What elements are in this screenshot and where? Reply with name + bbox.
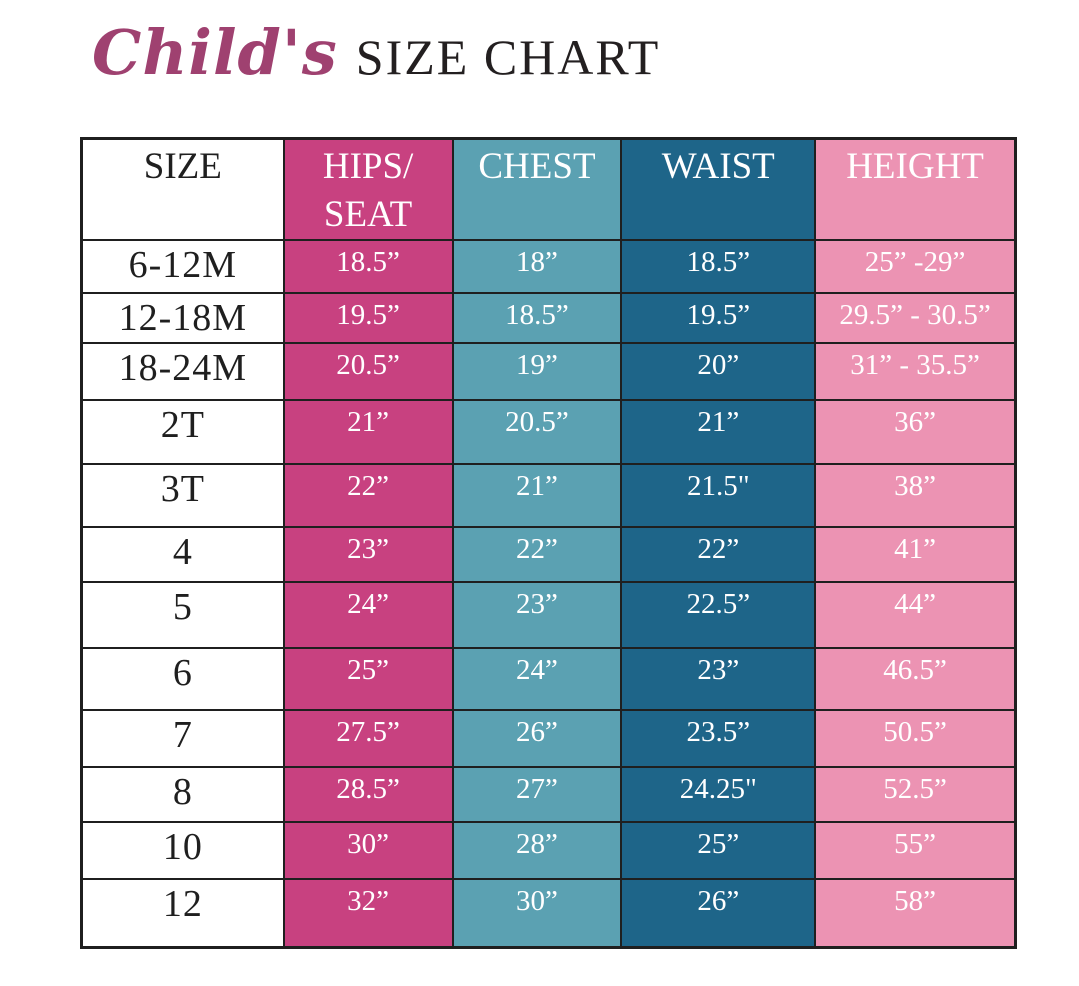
- column-header-height: HEIGHT: [814, 137, 1017, 242]
- table-row: 6 25” 24” 23” 46.5”: [80, 647, 1017, 712]
- size-label: 10: [80, 821, 285, 881]
- cell-hips-seat: 32”: [282, 878, 454, 949]
- cell-waist: 22.5”: [620, 581, 817, 650]
- size-label: 12: [80, 878, 285, 949]
- size-label: 7: [80, 709, 285, 769]
- cell-height: 46.5”: [814, 647, 1017, 712]
- cell-height: 36”: [814, 399, 1017, 466]
- cell-chest: 30”: [451, 878, 623, 949]
- table-row: 4 23” 22” 22” 41”: [80, 526, 1017, 584]
- cell-hips-seat: 25”: [282, 647, 454, 712]
- size-label: 2T: [80, 399, 285, 466]
- column-header-label: WAIST: [661, 146, 775, 187]
- cell-hips-seat: 27.5”: [282, 709, 454, 769]
- table-row: 3T 22” 21” 21.5" 38”: [80, 463, 1017, 529]
- size-chart-body: 6-12M 18.5” 18” 18.5” 25” -29” 12-18M 19.5” 18.…: [80, 239, 1017, 949]
- column-header-hips-seat: HIPS/SEAT: [282, 137, 454, 242]
- cell-chest: 23”: [451, 581, 623, 650]
- cell-waist: 22”: [620, 526, 817, 584]
- column-header-label: SIZE: [143, 146, 222, 187]
- cell-waist: 21”: [620, 399, 817, 466]
- cell-hips-seat: 24”: [282, 581, 454, 650]
- cell-hips-seat: 30”: [282, 821, 454, 881]
- cell-chest: 27”: [451, 766, 623, 824]
- cell-waist: 21.5": [620, 463, 817, 529]
- cell-height: 50.5”: [814, 709, 1017, 769]
- cell-height: 29.5” - 30.5”: [814, 292, 1017, 345]
- cell-chest: 26”: [451, 709, 623, 769]
- size-label: 3T: [80, 463, 285, 529]
- table-row: 10 30” 28” 25” 55”: [80, 821, 1017, 881]
- size-label: 12-18M: [80, 292, 285, 345]
- cell-hips-seat: 23”: [282, 526, 454, 584]
- cell-height: 31” - 35.5”: [814, 342, 1017, 402]
- cell-chest: 20.5”: [451, 399, 623, 466]
- cell-waist: 26”: [620, 878, 817, 949]
- cell-height: 41”: [814, 526, 1017, 584]
- title-size-chart: SIZE CHART: [355, 29, 661, 85]
- table-row: 12-18M 19.5” 18.5” 19.5” 29.5” - 30.5”: [80, 292, 1017, 345]
- size-label: 8: [80, 766, 285, 824]
- cell-hips-seat: 18.5”: [282, 239, 454, 295]
- column-header-size: SIZE: [80, 137, 285, 242]
- cell-waist: 24.25": [620, 766, 817, 824]
- cell-waist: 20”: [620, 342, 817, 402]
- cell-hips-seat: 22”: [282, 463, 454, 529]
- table-row: 6-12M 18.5” 18” 18.5” 25” -29”: [80, 239, 1017, 295]
- table-row: 2T 21” 20.5” 21” 36”: [80, 399, 1017, 466]
- cell-hips-seat: 19.5”: [282, 292, 454, 345]
- cell-chest: 28”: [451, 821, 623, 881]
- size-label: 18-24M: [80, 342, 285, 402]
- table-row: 8 28.5” 27” 24.25" 52.5”: [80, 766, 1017, 824]
- column-header-label: CHEST: [478, 146, 596, 187]
- size-label: 6: [80, 647, 285, 712]
- size-label: 5: [80, 581, 285, 650]
- cell-waist: 19.5”: [620, 292, 817, 345]
- cell-height: 25” -29”: [814, 239, 1017, 295]
- size-label: 4: [80, 526, 285, 584]
- cell-height: 44”: [814, 581, 1017, 650]
- cell-chest: 24”: [451, 647, 623, 712]
- cell-chest: 19”: [451, 342, 623, 402]
- cell-chest: 21”: [451, 463, 623, 529]
- table-row: 5 24” 23” 22.5” 44”: [80, 581, 1017, 650]
- cell-chest: 18”: [451, 239, 623, 295]
- cell-height: 58”: [814, 878, 1017, 949]
- cell-hips-seat: 21”: [282, 399, 454, 466]
- cell-waist: 23.5”: [620, 709, 817, 769]
- size-label: 6-12M: [80, 239, 285, 295]
- table-row: 7 27.5” 26” 23.5” 50.5”: [80, 709, 1017, 769]
- size-chart-table: SIZE HIPS/SEAT CHEST WAIST HEIGHT 6-12M 18.5”…: [80, 137, 1017, 949]
- page-title: Child's SIZE CHART: [92, 22, 660, 84]
- column-header-label: HIPS/: [322, 146, 414, 187]
- cell-hips-seat: 28.5”: [282, 766, 454, 824]
- cell-height: 55”: [814, 821, 1017, 881]
- column-header-chest: CHEST: [451, 137, 623, 242]
- column-header-label: HEIGHT: [846, 146, 984, 187]
- cell-hips-seat: 20.5”: [282, 342, 454, 402]
- cell-height: 52.5”: [814, 766, 1017, 824]
- cell-waist: 23”: [620, 647, 817, 712]
- column-header-label: SEAT: [323, 194, 413, 236]
- header-row: SIZE HIPS/SEAT CHEST WAIST HEIGHT: [80, 137, 1017, 242]
- cell-chest: 18.5”: [451, 292, 623, 345]
- column-header-waist: WAIST: [620, 137, 817, 242]
- cell-chest: 22”: [451, 526, 623, 584]
- table-row: 12 32” 30” 26” 58”: [80, 878, 1017, 949]
- cell-waist: 25”: [620, 821, 817, 881]
- table-row: 18-24M 20.5” 19” 20” 31” - 35.5”: [80, 342, 1017, 402]
- title-script-childs: Child's: [92, 16, 338, 89]
- size-chart-header: SIZE HIPS/SEAT CHEST WAIST HEIGHT: [80, 137, 1017, 242]
- cell-height: 38”: [814, 463, 1017, 529]
- cell-waist: 18.5”: [620, 239, 817, 295]
